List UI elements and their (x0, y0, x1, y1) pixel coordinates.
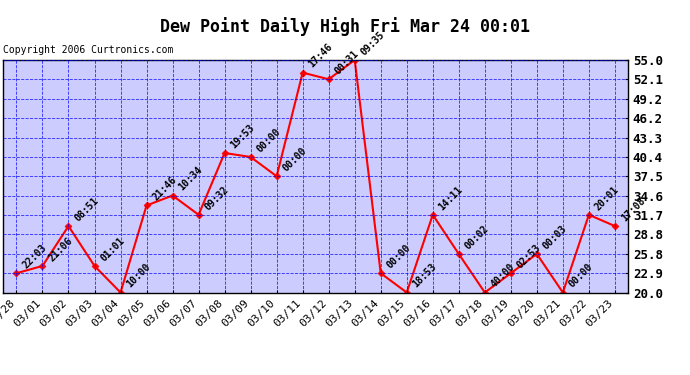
Text: 00:00: 00:00 (567, 262, 595, 290)
Text: 17:08: 17:08 (619, 195, 647, 223)
Text: 09:32: 09:32 (203, 184, 230, 212)
Text: 00:02: 00:02 (463, 224, 491, 251)
Text: Copyright 2006 Curtronics.com: Copyright 2006 Curtronics.com (3, 45, 174, 56)
Text: 40:00: 40:00 (489, 262, 517, 290)
Text: 00:00: 00:00 (385, 243, 413, 270)
Text: 00:00: 00:00 (281, 146, 308, 174)
Text: 17:46: 17:46 (307, 42, 335, 70)
Text: 02:53: 02:53 (515, 243, 543, 270)
Text: 00:03: 00:03 (541, 224, 569, 251)
Text: 14:11: 14:11 (437, 184, 465, 212)
Text: 09:35: 09:35 (359, 29, 386, 57)
Text: 10:34: 10:34 (177, 165, 204, 193)
Text: 18:53: 18:53 (411, 262, 439, 290)
Text: 00:31: 00:31 (333, 49, 361, 76)
Text: 10:00: 10:00 (125, 262, 152, 290)
Text: 19:53: 19:53 (229, 122, 257, 150)
Text: 01:01: 01:01 (99, 235, 126, 263)
Text: 00:00: 00:00 (255, 126, 283, 154)
Text: 08:51: 08:51 (72, 195, 101, 223)
Text: 21:46: 21:46 (150, 175, 179, 203)
Text: 22:03: 22:03 (21, 243, 48, 270)
Text: 21:06: 21:06 (47, 235, 75, 263)
Text: 20:01: 20:01 (593, 184, 621, 212)
Text: Dew Point Daily High Fri Mar 24 00:01: Dew Point Daily High Fri Mar 24 00:01 (160, 17, 530, 36)
